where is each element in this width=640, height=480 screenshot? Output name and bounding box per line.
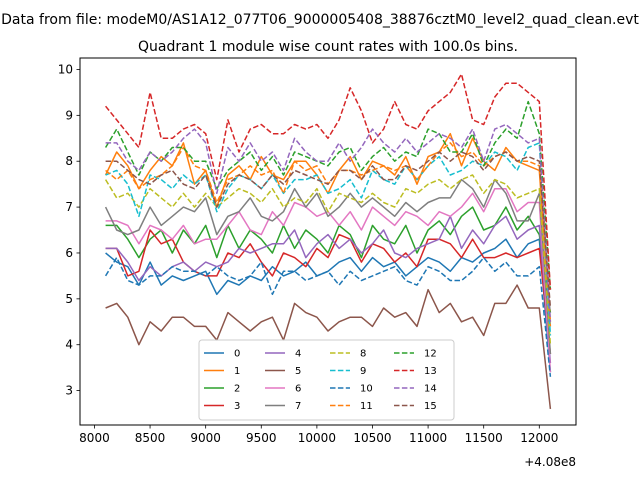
y-tick-label: 8 [65, 154, 73, 168]
y-tick-label: 10 [58, 62, 73, 76]
legend-label-11: 11 [360, 401, 373, 412]
legend-label-9: 9 [360, 366, 366, 377]
chart-title: Quadrant 1 module wise count rates with … [138, 39, 518, 55]
plot-area [79, 57, 577, 426]
series-line-0 [105, 238, 552, 373]
figure-suptitle: Data from file: modeM0/AS1A12_077T06_900… [1, 12, 639, 28]
series-line-14 [105, 123, 552, 322]
legend-label-12: 12 [424, 349, 437, 360]
legend-label-1: 1 [234, 366, 240, 377]
x-tick-label: 12000 [520, 431, 558, 445]
x-axis: 8000 8500 9000 9500 10000 10500 11000 11500 1200… [79, 425, 558, 445]
legend-label-3: 3 [234, 401, 240, 412]
y-tick-label: 6 [65, 246, 73, 260]
y-tick-label: 4 [65, 338, 73, 352]
series-layer [104, 73, 552, 409]
x-tick-label: 8500 [135, 431, 166, 445]
legend-label-8: 8 [360, 349, 366, 360]
legend-label-5: 5 [295, 366, 301, 377]
legend-label-2: 2 [234, 384, 240, 395]
series-line-8 [104, 174, 552, 345]
series-line-13 [105, 73, 552, 290]
legend-label-4: 4 [295, 349, 301, 360]
x-tick-label: 11000 [409, 431, 447, 445]
series-line-15 [105, 151, 552, 309]
series-line-10 [104, 256, 552, 377]
legend-label-13: 13 [424, 366, 437, 377]
x-tick-label: 8000 [79, 431, 110, 445]
legend-label-6: 6 [295, 384, 301, 395]
axes-frame [79, 57, 577, 426]
series-line-2 [105, 206, 552, 313]
series-line-12 [104, 100, 552, 290]
x-offset-label: +4.08e8 [524, 455, 576, 469]
x-tick-label: 11500 [465, 431, 503, 445]
x-tick-label: 10500 [353, 431, 391, 445]
series-line-4 [105, 215, 552, 364]
x-tick-label: 9000 [190, 431, 221, 445]
legend-label-10: 10 [360, 384, 373, 395]
y-tick-label: 7 [65, 200, 73, 214]
series-line-5 [105, 284, 552, 409]
legend-label-15: 15 [424, 401, 437, 412]
y-tick-label: 5 [65, 292, 73, 306]
series-line-7 [104, 178, 552, 354]
legend-frame [198, 339, 455, 421]
y-tick-label: 9 [65, 108, 73, 122]
legend-label-14: 14 [424, 384, 437, 395]
series-line-3 [105, 229, 552, 354]
y-tick-label: 3 [65, 384, 73, 398]
legend-label-7: 7 [295, 401, 301, 412]
y-axis: 3 4 5 6 7 8 9 10 [58, 62, 80, 398]
x-tick-label: 9500 [246, 431, 277, 445]
x-tick-label: 10000 [298, 431, 336, 445]
legend-label-0: 0 [234, 349, 240, 360]
